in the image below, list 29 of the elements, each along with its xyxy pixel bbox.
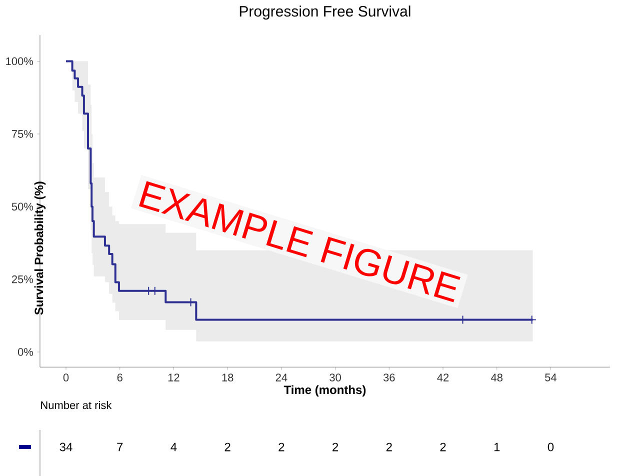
x-tick-label: 12 <box>168 374 180 382</box>
data-label: 2 <box>386 442 392 452</box>
data-label: 34 <box>60 442 72 452</box>
data-label: 1 <box>494 442 500 452</box>
data-label: 2 <box>278 442 284 452</box>
x-tick-label: 36 <box>383 374 395 382</box>
x-tick-label: 0 <box>63 374 69 382</box>
data-label: 4 <box>170 442 177 452</box>
data-label: 2 <box>224 442 230 452</box>
x-tick-label: 24 <box>276 374 288 382</box>
y-tick-label: 25% <box>12 275 34 284</box>
x-tick-label: 6 <box>117 374 122 382</box>
text: Number at risk <box>41 401 112 410</box>
x-tick-label: 48 <box>491 374 502 382</box>
x-axis-title: Time (months) <box>284 385 366 396</box>
data-label: 7 <box>117 442 123 452</box>
y-tick-label: 50% <box>12 202 34 211</box>
x-tick-label: 42 <box>437 374 449 382</box>
data-label: 2 <box>440 442 446 452</box>
y-tick-label: 0% <box>18 348 34 356</box>
chart-title: Progression Free Survival <box>240 6 410 20</box>
data-label: 2 <box>332 442 338 452</box>
x-tick-label: 18 <box>222 374 234 382</box>
y-tick-label: 100% <box>6 57 34 66</box>
data-label: 0 <box>548 442 554 452</box>
x-tick-label: 30 <box>330 374 341 382</box>
x-tick-label: 54 <box>545 374 557 382</box>
y-axis-title: Survival Probability (%) <box>34 182 46 315</box>
y-tick-label: 75% <box>12 130 34 138</box>
